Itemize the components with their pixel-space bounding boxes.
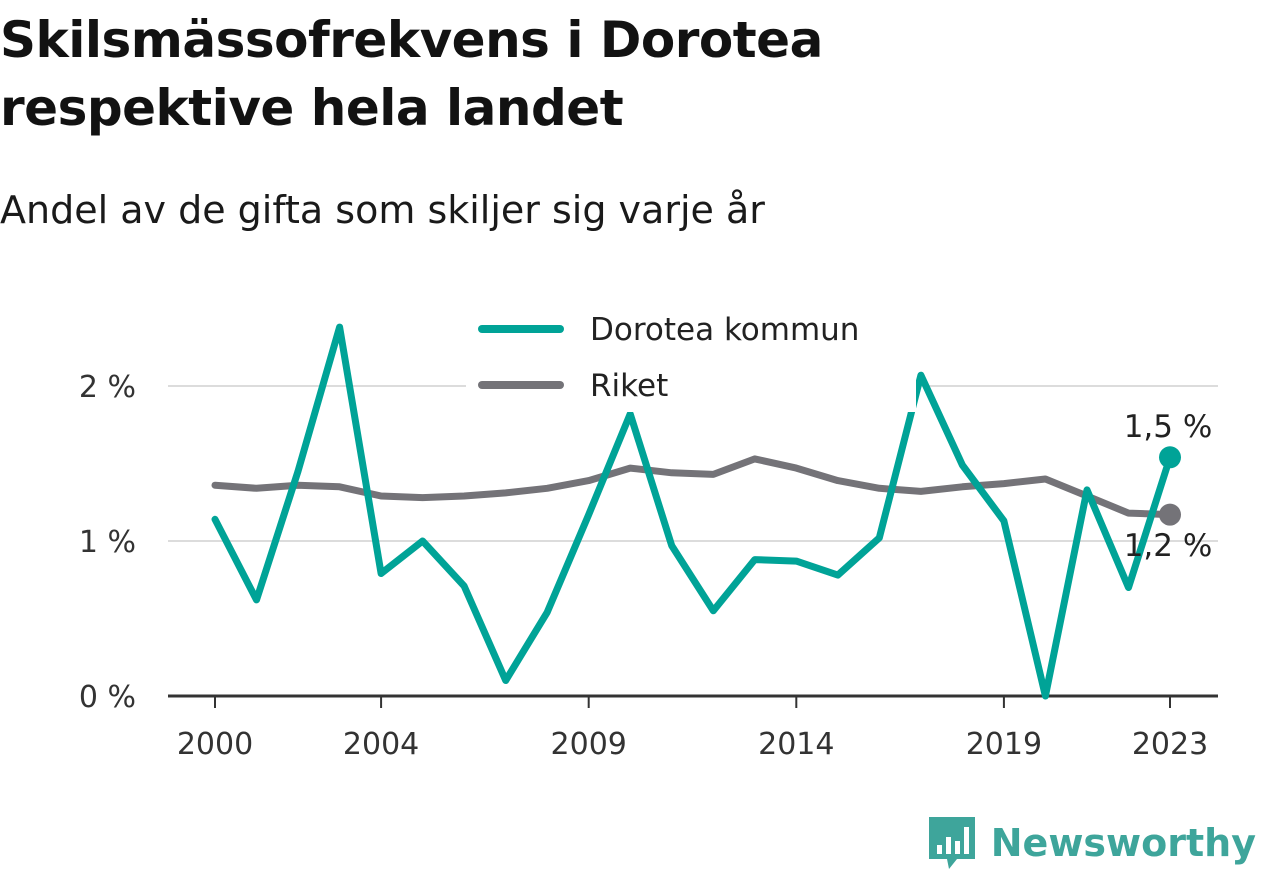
x-tick-label: 2000 [177, 727, 253, 762]
newsworthy-logo: Newsworthy [927, 815, 1256, 871]
x-tick-label: 2009 [551, 727, 627, 762]
end-labels: 1,5 % 1,2 % [1124, 409, 1213, 564]
y-tick-label: 0 % [79, 680, 136, 715]
end-point-riket [1159, 503, 1181, 526]
chart-subtitle: Andel av de gifta som skiljer sig varje … [0, 188, 765, 232]
series-line-riket [211, 455, 1174, 519]
bar-chart-icon [928, 817, 975, 869]
legend-background [466, 302, 916, 412]
x-axis [168, 694, 1218, 708]
end-label-dorotea: 1,5 % [1124, 409, 1213, 445]
legend-label: Dorotea kommun [590, 312, 859, 348]
legend-label: Riket [590, 368, 668, 404]
series-line-dorotea [211, 323, 1174, 700]
series-lines [211, 323, 1181, 700]
brand-name: Newsworthy [990, 821, 1256, 865]
tick-labels: 0 % 1 % 2 % 2000 2004 2009 2014 2019 2023 [79, 370, 1208, 762]
x-tick-label: 2004 [343, 727, 419, 762]
y-tick-label: 2 % [79, 370, 136, 405]
x-tick-label: 2023 [1132, 727, 1208, 762]
end-point-dorotea [1159, 446, 1181, 469]
x-tick-label: 2014 [758, 727, 834, 762]
chart-title: Skilsmässofrekvens i Dorotea respektive … [0, 11, 823, 137]
x-tick-label: 2019 [966, 727, 1042, 762]
y-tick-label: 1 % [79, 525, 136, 560]
legend: Dorotea kommun Riket [466, 302, 916, 412]
end-label-riket: 1,2 % [1124, 528, 1213, 564]
